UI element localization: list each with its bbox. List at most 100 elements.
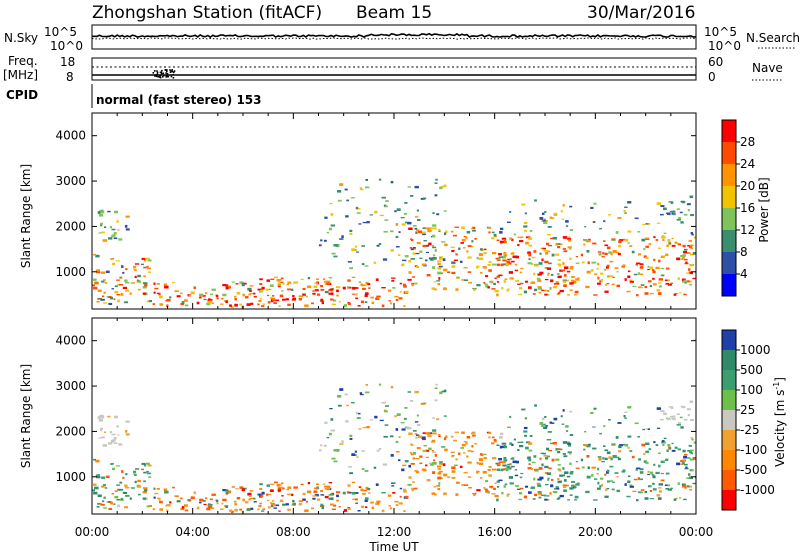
heatmap-cell: [653, 441, 656, 444]
colorbar-tick-label: -1000: [740, 483, 775, 497]
heatmap-cell: [535, 469, 539, 472]
heatmap-cell: [398, 231, 401, 233]
heatmap-cell: [493, 487, 496, 490]
heatmap-cell: [404, 495, 409, 499]
heatmap-cell: [638, 458, 642, 461]
heatmap-cell: [520, 267, 524, 270]
heatmap-cell: [361, 284, 365, 287]
heatmap-cell: [365, 486, 369, 490]
heatmap-cell: [641, 443, 646, 447]
heatmap-cell: [586, 239, 591, 243]
heatmap-cell: [159, 500, 163, 504]
heatmap-cell: [461, 431, 465, 434]
heatmap-cell: [517, 441, 522, 444]
heatmap-cell: [444, 448, 448, 452]
heatmap-cell: [96, 474, 100, 477]
heatmap-cell: [561, 474, 565, 477]
heatmap-cell: [583, 448, 586, 451]
heatmap-cell: [551, 217, 555, 219]
heatmap-cell: [484, 283, 488, 286]
heatmap-cell: [96, 269, 100, 272]
heatmap-cell: [103, 291, 106, 294]
heatmap-cell: [420, 197, 425, 200]
heatmap-cell: [116, 294, 121, 296]
heatmap-cell: [239, 486, 244, 489]
heatmap-cell: [432, 429, 437, 432]
heatmap-cell: [435, 178, 438, 181]
heatmap-cell: [423, 240, 427, 242]
heatmap-cell: [617, 422, 622, 424]
heatmap-cell: [514, 264, 518, 266]
heatmap-cell: [421, 436, 426, 439]
heatmap-cell: [426, 227, 431, 230]
heatmap-cell: [333, 255, 338, 258]
heatmap-cell: [557, 246, 561, 249]
heatmap-cell: [483, 453, 487, 456]
heatmap-cell: [533, 477, 536, 481]
heatmap-cell: [404, 221, 409, 224]
heatmap-cell: [148, 505, 152, 508]
heatmap-cell: [552, 442, 557, 445]
heatmap-cell: [166, 304, 169, 307]
heatmap-cell: [180, 507, 184, 511]
heatmap-cell: [659, 490, 662, 493]
heatmap-cell: [503, 459, 508, 462]
heatmap-cell: [633, 273, 638, 276]
heatmap-cell: [106, 296, 109, 298]
heatmap-cell: [272, 299, 276, 302]
heatmap-cell: [667, 239, 671, 242]
heatmap-cell: [543, 494, 547, 497]
heatmap-cell: [657, 497, 662, 500]
heatmap-cell: [543, 218, 546, 222]
heatmap-cell: [550, 237, 554, 240]
heatmap-cell: [505, 262, 509, 266]
heatmap-cell: [422, 449, 427, 453]
heatmap-cell: [528, 258, 531, 260]
heatmap-cell: [450, 246, 455, 248]
heatmap-cell: [600, 477, 604, 480]
nave-label: Nave: [752, 61, 783, 75]
heatmap-cell: [370, 501, 374, 504]
freq-scatter-point: [155, 75, 158, 78]
heatmap-cell: [401, 223, 406, 226]
power-colorbar-label: Power [dB]: [757, 177, 771, 242]
heatmap-cell: [528, 286, 532, 289]
heatmap-cell: [300, 483, 304, 486]
heatmap-cell: [671, 442, 674, 445]
heatmap-cell: [116, 279, 120, 281]
heatmap-cell: [645, 428, 650, 430]
heatmap-cell: [390, 181, 394, 184]
date-label: 30/Mar/2016: [587, 3, 695, 23]
heatmap-cell: [369, 419, 374, 421]
heatmap-cell: [98, 213, 104, 217]
heatmap-cell: [496, 263, 501, 266]
heatmap-cell: [557, 259, 561, 261]
heatmap-cell: [563, 274, 567, 277]
heatmap-cell: [648, 448, 652, 451]
heatmap-cell: [375, 278, 379, 281]
heatmap-cell: [367, 488, 371, 491]
heatmap-cell: [593, 202, 597, 205]
heatmap-cell: [501, 468, 506, 471]
heatmap-cell: [320, 489, 323, 493]
velocity-heatmap: [92, 383, 696, 514]
heatmap-cell: [389, 507, 392, 510]
heatmap-cell: [575, 483, 580, 486]
heatmap-cell: [395, 440, 399, 443]
heatmap-cell: [158, 497, 161, 501]
heatmap-cell: [463, 441, 467, 443]
heatmap-cell: [488, 436, 491, 439]
heatmap-cell: [553, 212, 558, 215]
heatmap-cell: [322, 278, 326, 280]
heatmap-cell: [287, 303, 291, 306]
heatmap-cell: [690, 247, 693, 250]
heatmap-cell: [622, 264, 626, 267]
heatmap-cell: [569, 453, 572, 455]
heatmap-cell: [97, 298, 101, 300]
heatmap-cell: [541, 289, 544, 291]
heatmap-cell: [199, 501, 202, 504]
heatmap-cell: [683, 250, 688, 254]
heatmap-cell: [329, 288, 334, 291]
heatmap-cell: [121, 265, 124, 268]
